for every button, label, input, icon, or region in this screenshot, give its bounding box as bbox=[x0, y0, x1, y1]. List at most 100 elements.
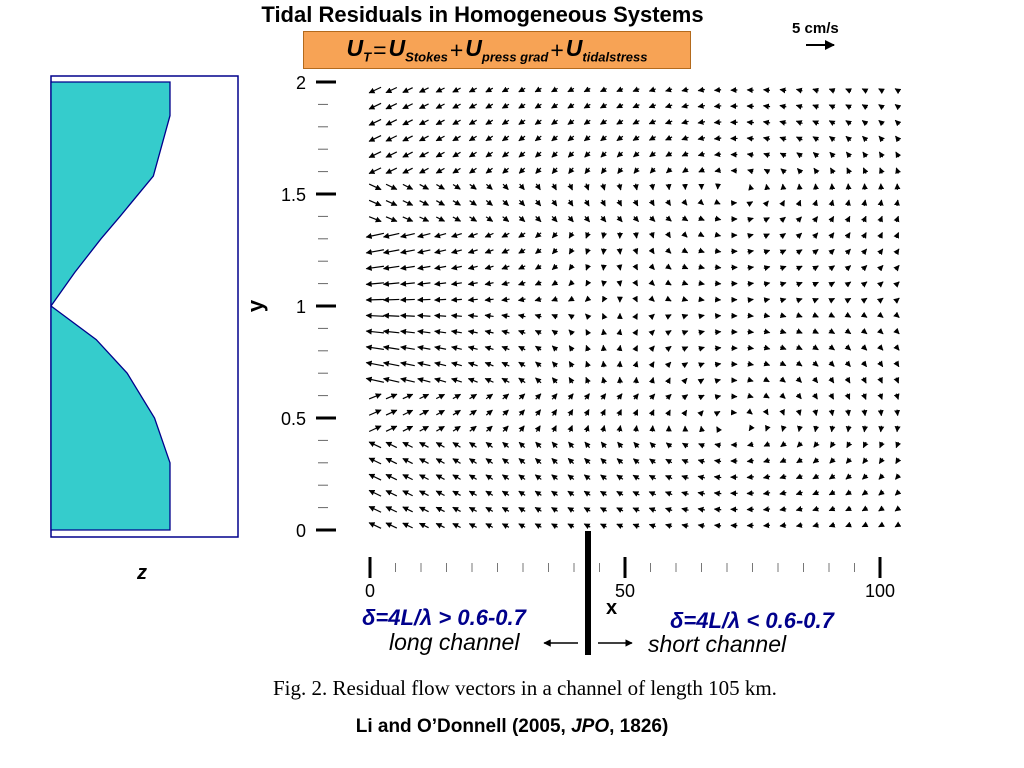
flow-vector bbox=[828, 215, 835, 223]
flow-vector bbox=[633, 151, 640, 158]
flow-vector bbox=[417, 312, 431, 319]
flow-vector bbox=[633, 376, 639, 384]
flow-vector bbox=[484, 345, 494, 352]
flow-vector bbox=[698, 280, 705, 286]
flow-vector bbox=[812, 457, 820, 464]
flow-vector bbox=[402, 135, 413, 142]
flow-vector bbox=[585, 376, 591, 384]
flow-vector bbox=[436, 199, 445, 206]
flow-vector bbox=[435, 522, 445, 529]
flow-vector bbox=[368, 457, 382, 465]
flow-vector bbox=[747, 233, 754, 239]
flow-vector bbox=[382, 376, 400, 383]
flow-vector bbox=[681, 231, 688, 238]
flow-vector bbox=[467, 329, 478, 336]
flow-vector bbox=[665, 183, 672, 191]
flow-vector bbox=[861, 199, 868, 207]
flow-vector bbox=[681, 183, 688, 191]
flow-vector bbox=[698, 215, 705, 221]
long-channel-label: long channel bbox=[389, 629, 520, 655]
flow-vector bbox=[878, 135, 885, 143]
flow-vector bbox=[434, 312, 447, 319]
flow-vector bbox=[368, 118, 382, 126]
flow-vector bbox=[812, 521, 819, 528]
flow-vector bbox=[485, 167, 493, 174]
flow-vector bbox=[648, 231, 655, 239]
flow-vector bbox=[402, 506, 413, 513]
flow-vector bbox=[518, 86, 526, 93]
flow-vector bbox=[451, 377, 462, 384]
flow-vector bbox=[828, 248, 835, 256]
flow-vector bbox=[632, 183, 639, 191]
short-channel-label: short channel bbox=[648, 631, 787, 657]
flow-vector bbox=[501, 296, 510, 303]
flow-vector bbox=[779, 522, 787, 529]
flow-vector bbox=[894, 489, 902, 496]
flow-vector bbox=[601, 328, 607, 336]
flow-vector bbox=[779, 265, 787, 272]
flow-vector bbox=[876, 311, 884, 318]
flow-vector bbox=[813, 425, 820, 433]
flow-vector bbox=[860, 248, 868, 256]
flow-vector bbox=[747, 360, 754, 367]
flow-vector bbox=[567, 199, 574, 207]
flow-vector bbox=[600, 360, 607, 368]
flow-vector bbox=[616, 102, 624, 109]
flow-vector bbox=[747, 280, 755, 287]
flow-vector bbox=[648, 279, 655, 286]
flow-vector bbox=[469, 441, 477, 449]
flow-vector bbox=[485, 441, 493, 449]
flow-vector bbox=[382, 248, 400, 255]
flow-vector bbox=[697, 378, 705, 385]
flow-vector bbox=[535, 167, 542, 174]
flow-vector bbox=[812, 489, 819, 496]
flow-vector bbox=[763, 297, 771, 304]
flow-vector bbox=[402, 103, 413, 110]
flow-vector bbox=[664, 491, 673, 497]
flow-vector bbox=[583, 474, 591, 481]
flow-vector bbox=[402, 200, 414, 206]
flow-vector bbox=[365, 249, 385, 255]
flow-vector bbox=[860, 265, 868, 272]
flow-vector bbox=[844, 248, 851, 256]
flow-vector bbox=[535, 458, 542, 465]
flow-vector bbox=[681, 474, 689, 481]
flow-vector bbox=[382, 328, 400, 335]
flow-vector bbox=[762, 506, 771, 513]
flow-vector bbox=[648, 345, 655, 353]
flow-vector bbox=[747, 248, 754, 255]
flow-vector bbox=[400, 280, 415, 287]
flow-vector bbox=[400, 264, 415, 271]
flow-vector bbox=[878, 505, 885, 512]
slide-title: Tidal Residuals in Homogeneous Systems bbox=[261, 2, 704, 27]
eq-sign: = bbox=[373, 36, 387, 63]
flow-vector bbox=[467, 248, 478, 255]
flow-vector bbox=[699, 425, 706, 433]
flow-vector bbox=[467, 361, 478, 368]
flow-vector bbox=[845, 457, 853, 464]
flow-vector bbox=[382, 264, 400, 271]
flow-vector bbox=[419, 393, 430, 400]
flow-vector bbox=[878, 457, 885, 464]
flow-vector bbox=[861, 505, 869, 512]
y-tick-label: 2 bbox=[296, 73, 306, 93]
flow-vector bbox=[517, 296, 526, 303]
flow-vector bbox=[714, 442, 721, 449]
flow-vector bbox=[844, 265, 852, 272]
flow-vector bbox=[779, 408, 785, 416]
flow-vector bbox=[600, 474, 607, 481]
flow-vector bbox=[697, 522, 705, 529]
flow-vector bbox=[762, 103, 771, 110]
flow-vector bbox=[400, 232, 415, 239]
flow-vector bbox=[365, 296, 384, 303]
flow-vector bbox=[382, 360, 400, 367]
flow-vector bbox=[568, 295, 575, 302]
flow-vector bbox=[697, 474, 706, 481]
flow-vector bbox=[845, 489, 852, 496]
flow-vector bbox=[812, 281, 819, 288]
flow-vector bbox=[382, 312, 400, 319]
flow-vector bbox=[697, 151, 705, 157]
flow-vector bbox=[714, 231, 722, 238]
flow-vector bbox=[551, 425, 557, 433]
flow-vector bbox=[534, 279, 542, 286]
